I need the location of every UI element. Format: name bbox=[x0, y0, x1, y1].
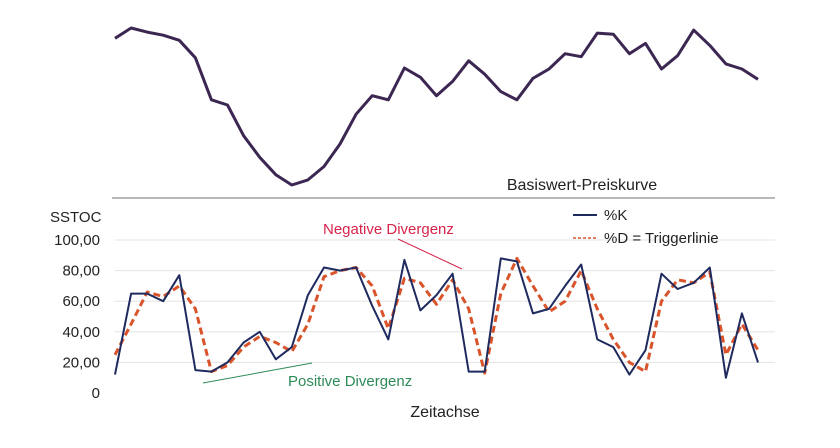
price-series-line bbox=[114, 26, 759, 187]
y-tick-labels: 0 20,00 40,00 60,00 80,00 100,00 bbox=[54, 232, 100, 402]
price-chart-title: Basiswert-Preiskurve bbox=[507, 177, 657, 194]
oscillator-panel: 0 20,00 40,00 60,00 80,00 100,00 SSTOC Zeitac… bbox=[50, 207, 775, 421]
legend-k-label: %K bbox=[604, 207, 627, 224]
price-panel: Basiswert-Preiskurve bbox=[114, 26, 759, 194]
y-tick-label: 0 bbox=[92, 385, 100, 402]
series-k-line bbox=[114, 257, 759, 379]
series-d-line bbox=[113, 256, 760, 375]
y-tick-label: 20,00 bbox=[62, 354, 100, 371]
legend: %K %D = Triggerlinie bbox=[573, 207, 719, 247]
x-axis-label: Zeitachse bbox=[410, 404, 479, 421]
y-tick-label: 40,00 bbox=[62, 324, 100, 341]
y-axis-label: SSTOC bbox=[50, 209, 102, 226]
negative-divergence-label: Negative Divergenz bbox=[323, 221, 454, 238]
y-tick-label: 60,00 bbox=[62, 293, 100, 310]
y-tick-label: 100,00 bbox=[54, 232, 100, 249]
negative-divergence-line bbox=[397, 238, 463, 270]
positive-divergence-label: Positive Divergenz bbox=[288, 373, 412, 390]
positive-divergence-line bbox=[202, 362, 313, 384]
legend-d-label: %D = Triggerlinie bbox=[604, 230, 719, 247]
gridlines bbox=[115, 239, 775, 363]
y-tick-label: 80,00 bbox=[62, 263, 100, 280]
